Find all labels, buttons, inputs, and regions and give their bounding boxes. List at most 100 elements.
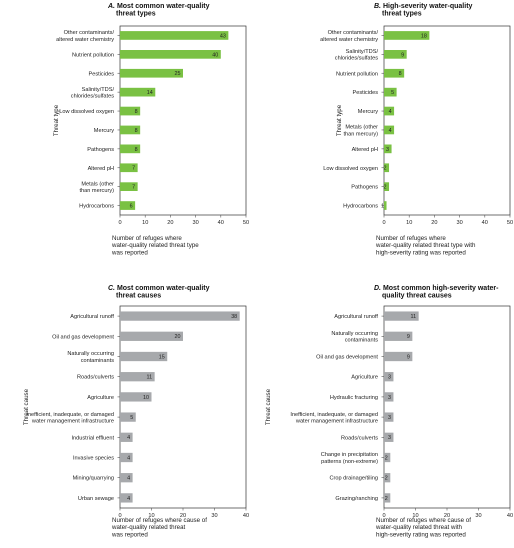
bar-value-label: 10 bbox=[143, 395, 149, 401]
category-label: Oil and gas development bbox=[52, 334, 114, 340]
panel-title: A. Most common water-quality threat types bbox=[107, 3, 210, 18]
plot-frame bbox=[383, 25, 511, 216]
bar bbox=[120, 372, 155, 382]
x-tick-label: 10 bbox=[142, 220, 148, 226]
bar bbox=[384, 351, 413, 362]
bar bbox=[384, 392, 394, 402]
bar-value-label: 2 bbox=[385, 496, 388, 502]
x-tick-label: 0 bbox=[382, 220, 385, 226]
bar bbox=[384, 144, 392, 154]
bar-value-label: 8 bbox=[135, 109, 138, 115]
bar bbox=[120, 68, 183, 78]
bar bbox=[120, 144, 141, 154]
category-label: Agricultural runoff bbox=[334, 314, 378, 320]
category-label: Grazing/ranching bbox=[335, 496, 378, 502]
bar-value-label: 40 bbox=[212, 52, 218, 58]
category-label: Oil and gas development bbox=[316, 355, 378, 361]
bar-value-label: 11 bbox=[411, 314, 417, 320]
bar-value-label: 14 bbox=[147, 90, 153, 96]
category-label: Change in precipitation patterns (non-ext… bbox=[321, 452, 378, 465]
bar-value-label: 7 bbox=[132, 185, 135, 191]
bar-value-label: 2 bbox=[385, 476, 388, 482]
x-tick-label: 40 bbox=[482, 220, 488, 226]
bar bbox=[384, 50, 407, 59]
panel-title: C. Most common water-quality threat cause… bbox=[108, 285, 210, 300]
x-axis-label: Number of refuges where water-quality rel… bbox=[375, 235, 476, 256]
bar bbox=[120, 50, 221, 59]
category-label: Hydraulic fracturing bbox=[330, 395, 378, 401]
bar bbox=[384, 473, 391, 483]
x-tick-label: 10 bbox=[412, 513, 418, 519]
bar bbox=[120, 31, 229, 40]
x-tick-label: 0 bbox=[118, 220, 121, 226]
category-label: Roads/culverts bbox=[341, 435, 378, 441]
category-label: Other contaminants/altered water chemist… bbox=[56, 30, 114, 43]
y-axis-label: Threat cause bbox=[23, 388, 30, 425]
x-tick-label: 20 bbox=[444, 513, 450, 519]
category-label: Pathogens bbox=[351, 185, 378, 191]
y-axis-label: Threat cause bbox=[265, 388, 272, 425]
chart-panel-a: A. Most common water-quality threat types… bbox=[53, 3, 249, 256]
x-axis-label: Number of refuges where water-quality rel… bbox=[111, 235, 199, 256]
category-label: Salinity/TDS/chlorides/sulfates bbox=[71, 87, 115, 100]
x-axis-label: Number of refuges where cause of water-qu… bbox=[111, 517, 207, 538]
category-label: Altered pH bbox=[88, 166, 114, 172]
x-tick-label: 40 bbox=[218, 220, 224, 226]
bar bbox=[120, 201, 136, 210]
x-axis-label: Number of refuges where cause of water-qu… bbox=[375, 517, 471, 538]
bar-value-label: 15 bbox=[159, 354, 165, 360]
bar-value-label: 2 bbox=[384, 166, 387, 172]
x-tick-label: 40 bbox=[507, 513, 513, 519]
bar bbox=[120, 452, 133, 463]
bar bbox=[384, 163, 390, 173]
plot-frame bbox=[119, 25, 247, 216]
panel-title: B. High-severity water-quality threat typ… bbox=[374, 3, 473, 18]
bar-value-label: 7 bbox=[132, 166, 135, 172]
panel-title: D. Most common high-severity water-quali… bbox=[374, 285, 499, 300]
bar bbox=[384, 87, 397, 97]
bar bbox=[120, 163, 138, 173]
bar bbox=[384, 68, 405, 78]
bar bbox=[120, 87, 156, 97]
bar-value-label: 25 bbox=[175, 71, 181, 77]
bar-value-label: 1 bbox=[381, 203, 384, 209]
bar-value-label: 8 bbox=[135, 147, 138, 153]
bar-value-label: 2 bbox=[385, 455, 388, 461]
category-label: Roads/culverts bbox=[77, 375, 114, 381]
chart-panel-c: C. Most common water-quality threat cause… bbox=[23, 285, 249, 538]
bar-value-label: 9 bbox=[401, 52, 404, 58]
x-tick-label: 20 bbox=[180, 513, 186, 519]
bar-value-label: 3 bbox=[388, 395, 391, 401]
bar bbox=[120, 392, 152, 402]
bar-value-label: 4 bbox=[389, 109, 392, 115]
bar-value-label: 3 bbox=[388, 415, 391, 421]
x-tick-label: 30 bbox=[211, 513, 217, 519]
x-tick-label: 50 bbox=[507, 220, 513, 226]
x-tick-label: 40 bbox=[243, 513, 249, 519]
category-label: Metals (other than mercury) bbox=[79, 181, 114, 194]
x-tick-label: 0 bbox=[118, 513, 121, 519]
category-label: Nutrient pollution bbox=[72, 52, 114, 58]
bar bbox=[384, 372, 394, 382]
category-label: Invasive species bbox=[73, 456, 114, 462]
category-label: Metals (other than mercury) bbox=[343, 125, 378, 138]
bar-value-label: 9 bbox=[407, 334, 410, 340]
category-label: Low dissolved oxygen bbox=[59, 109, 114, 115]
x-tick-label: 30 bbox=[192, 220, 198, 226]
bar-value-label: 5 bbox=[130, 415, 133, 421]
bar-value-label: 4 bbox=[389, 128, 392, 134]
bar-value-label: 3 bbox=[386, 147, 389, 153]
bar-value-label: 4 bbox=[127, 496, 130, 502]
bar bbox=[120, 432, 133, 442]
category-label: Naturally occurring contaminants bbox=[67, 351, 114, 364]
bar-value-label: 2 bbox=[384, 185, 387, 191]
bar-value-label: 18 bbox=[421, 33, 427, 39]
chart-panel-b: B. High-severity water-quality threat typ… bbox=[320, 3, 513, 256]
y-axis-label: Threat type bbox=[53, 104, 60, 136]
bar bbox=[120, 331, 183, 341]
bar bbox=[384, 311, 419, 321]
category-label: Pesticides bbox=[353, 90, 379, 96]
category-label: Other contaminants/altered water chemist… bbox=[320, 30, 378, 43]
category-label: Pesticides bbox=[89, 71, 115, 77]
